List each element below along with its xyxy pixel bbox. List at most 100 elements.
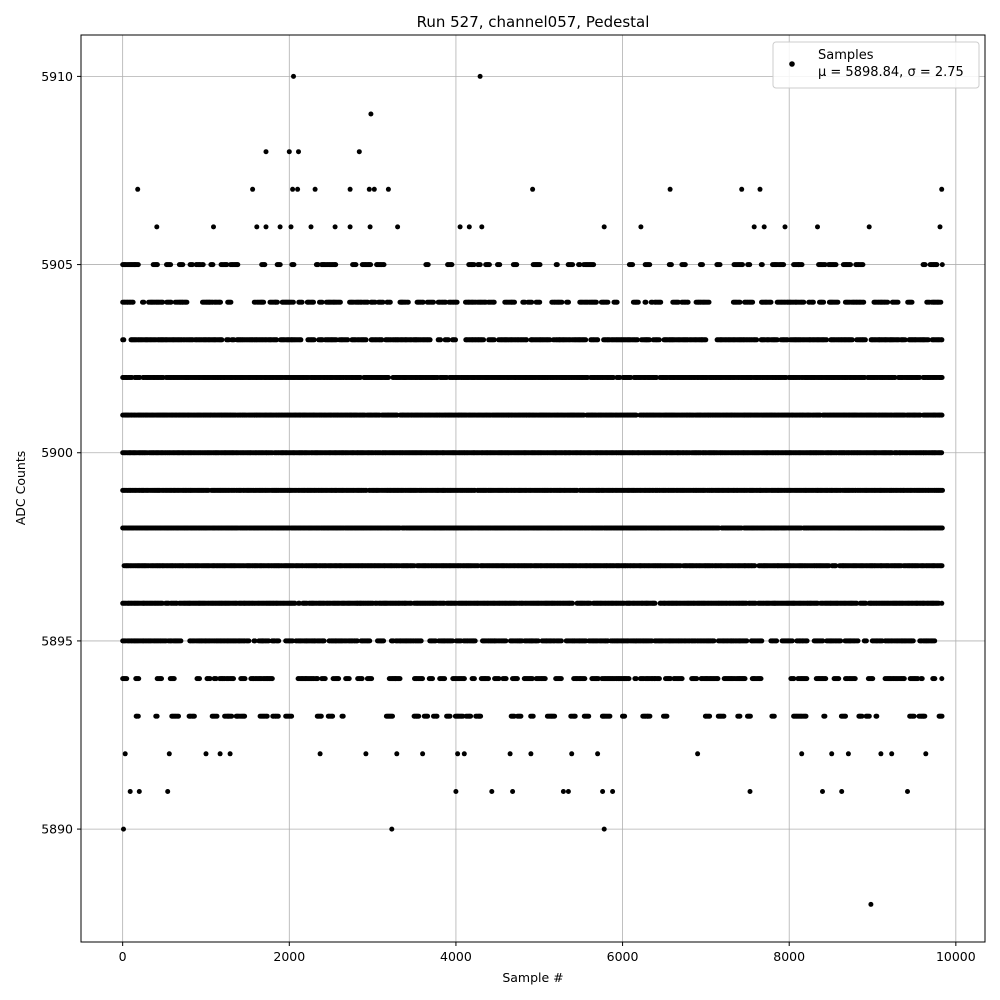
data-point xyxy=(586,713,592,719)
data-point xyxy=(711,638,717,644)
data-point xyxy=(472,638,478,644)
data-point xyxy=(176,713,181,719)
data-point xyxy=(940,487,945,493)
data-point xyxy=(721,713,727,719)
data-point xyxy=(664,713,670,719)
data-point xyxy=(622,713,628,719)
data-point xyxy=(471,676,477,682)
data-point xyxy=(771,713,777,719)
data-points xyxy=(120,73,945,907)
data-point xyxy=(478,713,484,719)
data-point xyxy=(154,713,160,719)
data-point xyxy=(242,713,248,719)
data-point xyxy=(836,676,842,682)
data-point xyxy=(582,676,588,682)
data-point xyxy=(859,713,865,719)
data-point xyxy=(276,638,282,644)
data-point xyxy=(694,676,700,682)
data-point xyxy=(434,713,440,719)
data-point xyxy=(838,638,844,644)
data-point xyxy=(447,713,453,719)
data-point xyxy=(252,638,258,644)
data-point xyxy=(503,676,509,682)
data-point xyxy=(803,713,809,719)
data-point xyxy=(747,713,753,719)
data-point xyxy=(789,638,795,644)
data-point xyxy=(289,713,295,719)
data-point xyxy=(322,676,328,682)
data-point xyxy=(791,676,797,682)
data-point xyxy=(535,638,541,644)
data-point xyxy=(939,713,945,719)
data-point xyxy=(430,676,435,682)
data-point xyxy=(231,676,236,682)
data-point xyxy=(269,676,275,682)
data-point xyxy=(264,713,270,719)
data-point xyxy=(870,676,876,682)
data-point xyxy=(542,676,548,682)
data-point xyxy=(759,638,765,644)
data-point xyxy=(159,676,164,682)
data-point xyxy=(822,713,828,719)
data-point xyxy=(420,676,425,682)
data-point xyxy=(939,525,945,531)
data-point xyxy=(911,713,917,719)
data-point xyxy=(647,713,653,719)
data-point xyxy=(939,676,945,682)
data-point xyxy=(843,713,848,719)
data-point xyxy=(207,676,213,682)
data-point xyxy=(246,638,252,644)
data-point xyxy=(318,713,324,719)
data-point xyxy=(530,713,536,719)
data-point xyxy=(197,676,202,682)
data-point xyxy=(939,563,945,569)
data-point xyxy=(572,713,578,719)
data-point xyxy=(744,638,750,644)
data-point xyxy=(863,638,869,644)
data-point xyxy=(518,713,524,719)
data-point xyxy=(336,676,342,682)
data-point xyxy=(416,713,422,719)
data-point xyxy=(367,638,373,644)
data-point xyxy=(178,638,184,644)
data-point xyxy=(854,600,860,606)
data-point xyxy=(321,638,327,644)
data-point xyxy=(450,638,456,644)
data-point xyxy=(191,713,197,719)
data-point xyxy=(866,713,872,719)
data-point xyxy=(213,676,219,682)
data-point xyxy=(901,676,907,682)
data-point xyxy=(275,713,281,719)
data-point xyxy=(229,713,235,719)
data-point xyxy=(242,676,248,682)
data-point xyxy=(774,638,780,644)
data-point xyxy=(315,676,321,682)
data-point xyxy=(570,600,575,606)
data-point xyxy=(468,713,474,719)
data-point xyxy=(932,676,938,682)
data-point xyxy=(486,676,491,682)
data-point xyxy=(136,676,142,682)
data-point xyxy=(852,676,858,682)
data-point xyxy=(496,676,502,682)
data-point xyxy=(742,676,748,682)
data-point xyxy=(171,676,177,682)
data-point xyxy=(804,638,810,644)
data-point xyxy=(359,676,365,682)
data-point xyxy=(939,600,945,606)
data-point xyxy=(214,713,220,719)
data-point xyxy=(340,713,346,719)
data-point xyxy=(932,638,938,644)
data-point xyxy=(397,676,403,682)
data-point xyxy=(823,676,829,682)
data-point xyxy=(874,713,880,719)
data-point xyxy=(707,713,713,719)
data-point xyxy=(679,676,685,682)
data-point xyxy=(503,638,509,644)
data-point xyxy=(552,713,558,719)
data-point xyxy=(292,600,298,606)
data-point xyxy=(390,713,395,719)
data-point xyxy=(626,676,632,682)
data-point xyxy=(346,676,352,682)
